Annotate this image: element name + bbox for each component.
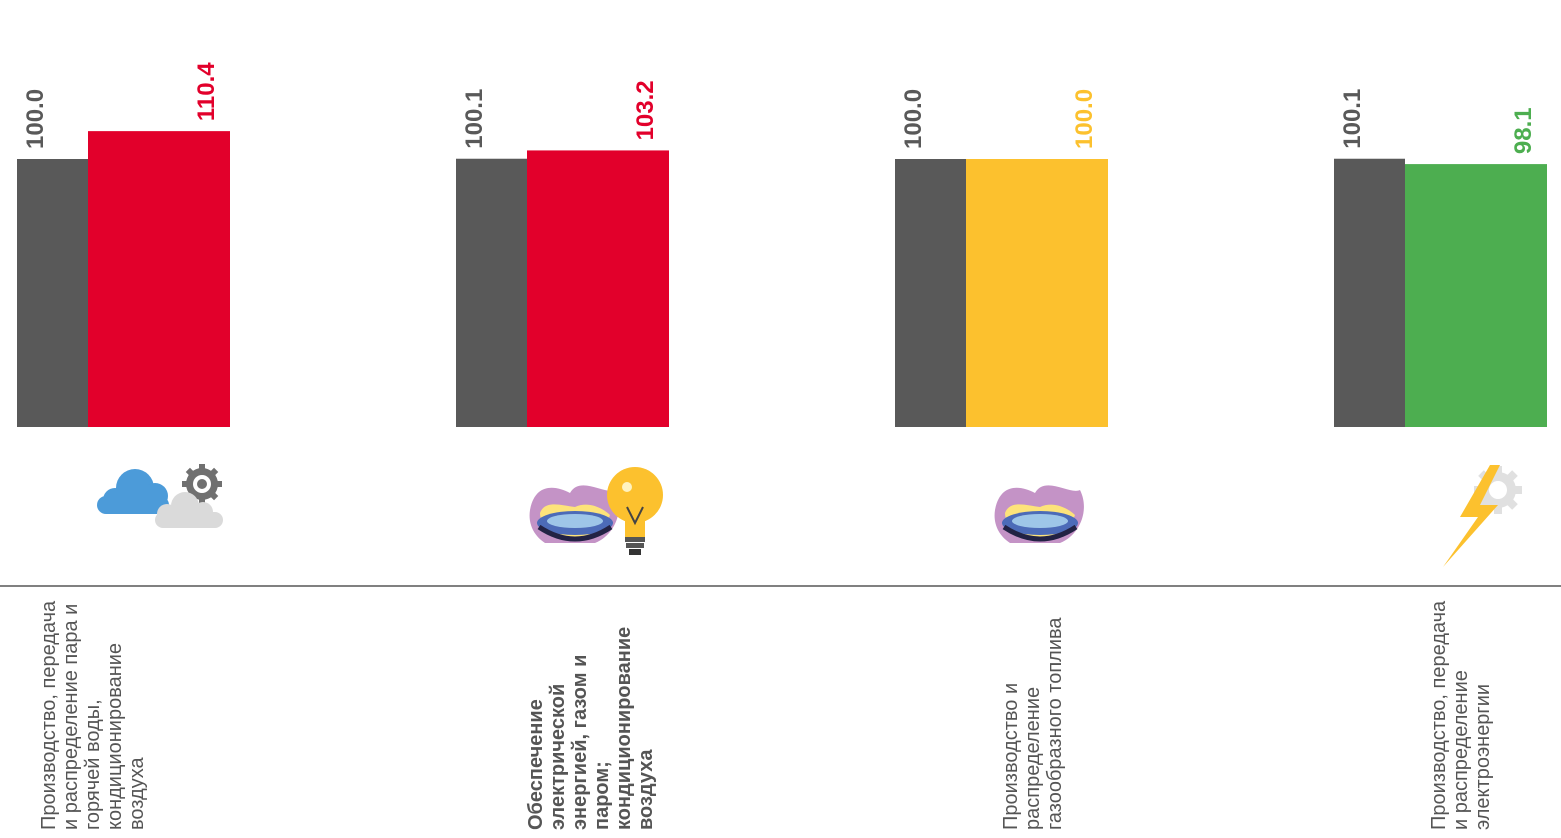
category-label-4: Производство, передача и распределение э… [1428,600,1494,830]
category-label-1: Производство, передача и распределение п… [38,600,148,830]
bar-s2-c1 [88,131,230,428]
bar-s2-c2 [527,150,669,427]
bar-s1-c4 [1334,158,1405,427]
bar-s1-c1 [17,159,88,427]
bar-s2-c3 [966,159,1108,427]
gas-flame-bulb-icon [529,467,663,555]
value-label-s2-c4: 98.1 [1510,107,1537,154]
value-label-s1-c2: 100.1 [461,89,488,149]
lightning-gear-icon [1443,465,1522,567]
cloud-gear-icon [97,464,223,528]
category-label-2: Обеспечение электрической энергией, газо… [525,626,657,830]
value-labels-group: 100.0 100.1 100.0 100.1 110.4 103.2 100.0 98.1 [22,62,1537,154]
category-label-3: Производство и распределение газообразно… [1000,617,1066,830]
value-label-s1-c3: 100.0 [900,89,927,149]
bar-s1-c3 [895,159,966,427]
bar-s2-c4 [1405,164,1547,428]
value-label-s2-c3: 100.0 [1071,89,1098,149]
value-label-s2-c2: 103.2 [632,80,659,140]
gas-flame-icon [994,485,1084,543]
value-label-s2-c1: 110.4 [193,62,220,121]
value-label-s1-c1: 100.0 [22,89,49,149]
bar-s1-c2 [456,158,527,427]
value-label-s1-c4: 100.1 [1339,89,1366,149]
bars-group [17,131,1547,428]
